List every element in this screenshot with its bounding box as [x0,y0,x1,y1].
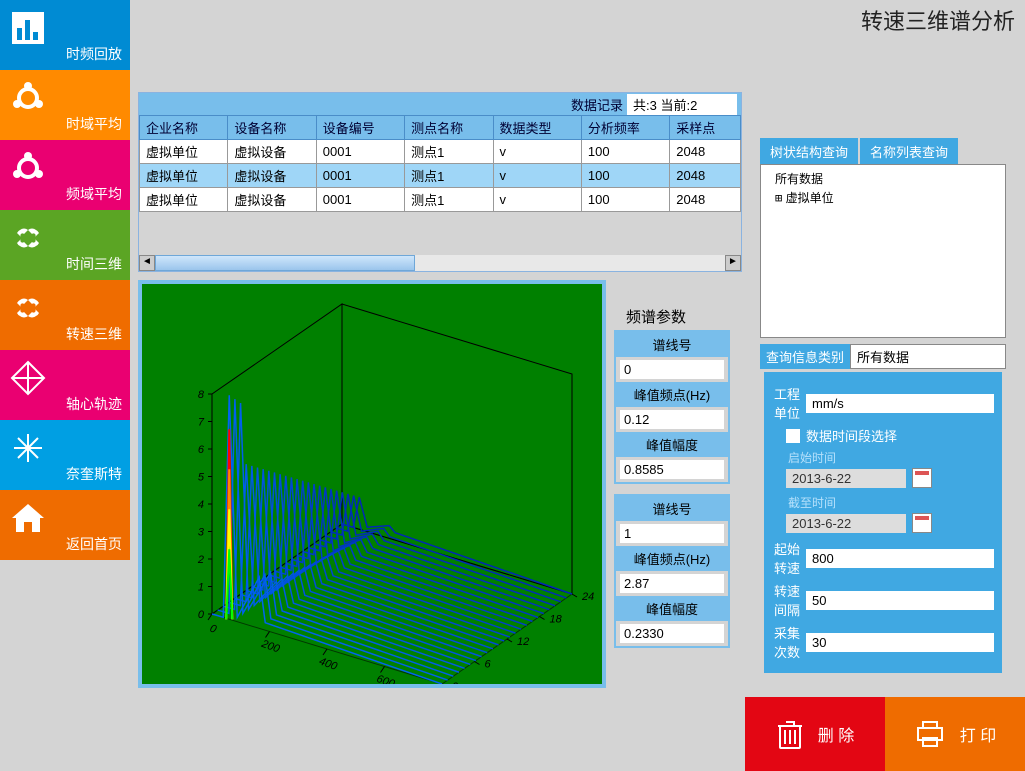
sidebar-item-6[interactable]: 奈奎斯特 [0,420,130,490]
start-date-label: 启始时间 [788,449,994,466]
sidebar-item-2[interactable]: 频域平均 [0,140,130,210]
svg-text:600: 600 [375,673,397,684]
table-row[interactable]: 虚拟单位虚拟设备0001测点1v1002048 [140,164,741,188]
column-header[interactable]: 分析频率 [581,116,669,140]
svg-text:6: 6 [198,444,205,456]
column-header[interactable]: 设备编号 [316,116,404,140]
query-category-row: 查询信息类别 所有数据 [760,344,1006,369]
peak-amp-value: 0.8585 [620,460,724,479]
svg-text:2: 2 [197,554,204,566]
print-button[interactable]: 打 印 [885,697,1025,771]
svg-text:7: 7 [198,417,205,429]
sidebar-item-0[interactable]: 时频回放 [0,0,130,70]
svg-text:18: 18 [550,614,563,626]
svg-text:8: 8 [198,389,205,401]
joomla-icon [8,218,48,261]
column-header[interactable]: 设备名称 [228,116,316,140]
data-record-count: 共:3 当前:2 [627,94,737,115]
calendar-icon[interactable] [912,468,932,488]
data-record-label: 数据记录 [571,95,623,114]
delete-button[interactable]: 删 除 [745,697,885,771]
sidebar-item-7[interactable]: 返回首页 [0,490,130,560]
spectrum-title: 频谱参数 [626,306,686,327]
home-icon [8,498,48,541]
svg-text:0: 0 [452,681,459,684]
table-row[interactable]: 虚拟单位虚拟设备0001测点1v1002048 [140,188,741,212]
interval-label: 转速间隔 [772,581,806,619]
column-header[interactable]: 企业名称 [140,116,228,140]
sidebar-item-1[interactable]: 时域平均 [0,70,130,140]
cross3d-icon [8,358,48,401]
ubuntu-icon [8,148,48,191]
tree-node-child[interactable]: ⊞ 虚拟单位 [765,188,1001,207]
unit-label: 工程单位 [772,384,806,422]
sparkle-icon [8,428,48,471]
column-header[interactable]: 采样点 [670,116,741,140]
printer-icon [914,720,946,748]
tree-node-root[interactable]: 所有数据 [765,169,1001,188]
start-speed-label: 起始转速 [772,539,806,577]
table-hscroll[interactable]: ◄ ► [139,255,741,271]
line-number-input[interactable]: 1 [620,524,724,543]
tree-view[interactable]: 所有数据 ⊞ 虚拟单位 [760,164,1006,338]
interval-input[interactable] [806,591,994,610]
scroll-left-button[interactable]: ◄ [139,255,155,271]
svg-text:3: 3 [198,527,205,539]
tab-tree-query[interactable]: 树状结构查询 [760,138,858,165]
svg-text:400: 400 [317,655,339,673]
config-panel: 工程单位 数据时间段选择 启始时间 2013-6-22 截至时间 2013-6-… [764,372,1002,673]
count-label: 采集次数 [772,623,806,661]
data-table: 企业名称设备名称设备编号测点名称数据类型分析频率采样点 虚拟单位虚拟设备0001… [139,115,741,212]
start-date-input[interactable]: 2013-6-22 [786,469,906,488]
start-speed-input[interactable] [806,549,994,568]
line-number-input[interactable]: 0 [620,360,724,379]
svg-text:6: 6 [485,659,492,671]
svg-text:200: 200 [259,638,282,656]
svg-text:24: 24 [581,591,594,603]
peak-freq-value: 2.87 [620,574,724,593]
query-category-label: 查询信息类别 [760,344,850,369]
count-input[interactable] [806,633,994,652]
end-date-input[interactable]: 2013-6-22 [786,514,906,533]
tree-tabs: 树状结构查询 名称列表查询 [760,138,1006,165]
spectrum-block-0: 谱线号0峰值频点(Hz)0.12峰值幅度0.8585 [614,330,730,484]
unit-input[interactable] [806,394,994,413]
column-header[interactable]: 测点名称 [405,116,493,140]
column-header[interactable]: 数据类型 [493,116,581,140]
spectrum-block-1: 谱线号1峰值频点(Hz)2.87峰值幅度0.2330 [614,494,730,648]
query-category-value[interactable]: 所有数据 [850,344,1006,369]
trash-icon [776,718,804,750]
svg-text:1: 1 [198,582,204,594]
joomla-icon [8,288,48,331]
table-row[interactable]: 虚拟单位虚拟设备0001测点1v1002048 [140,140,741,164]
svg-text:0: 0 [198,609,205,621]
sidebar-item-5[interactable]: 轴心轨迹 [0,350,130,420]
scroll-right-button[interactable]: ► [725,255,741,271]
sidebar-item-4[interactable]: 转速三维 [0,280,130,350]
data-record-panel: 数据记录 共:3 当前:2 企业名称设备名称设备编号测点名称数据类型分析频率采样… [138,92,742,272]
peak-amp-value: 0.2330 [620,624,724,643]
date-range-checkbox[interactable]: 数据时间段选择 [786,426,994,445]
page-title: 转速三维谱分析 [861,4,1015,36]
bars-icon [8,8,48,51]
tab-name-query[interactable]: 名称列表查询 [860,138,958,165]
waterfall-3d-chart: 012345678020040060080006121824 [138,280,606,688]
peak-freq-value: 0.12 [620,410,724,429]
svg-text:4: 4 [198,499,204,511]
sidebar: 时频回放时域平均频域平均时间三维转速三维轴心轨迹奈奎斯特返回首页 [0,0,130,560]
svg-text:12: 12 [517,636,529,648]
scroll-thumb[interactable] [155,255,415,271]
svg-text:0: 0 [208,622,219,636]
end-date-label: 截至时间 [788,494,994,511]
calendar-icon[interactable] [912,513,932,533]
ubuntu-icon [8,78,48,121]
svg-text:5: 5 [198,472,205,484]
sidebar-item-3[interactable]: 时间三维 [0,210,130,280]
